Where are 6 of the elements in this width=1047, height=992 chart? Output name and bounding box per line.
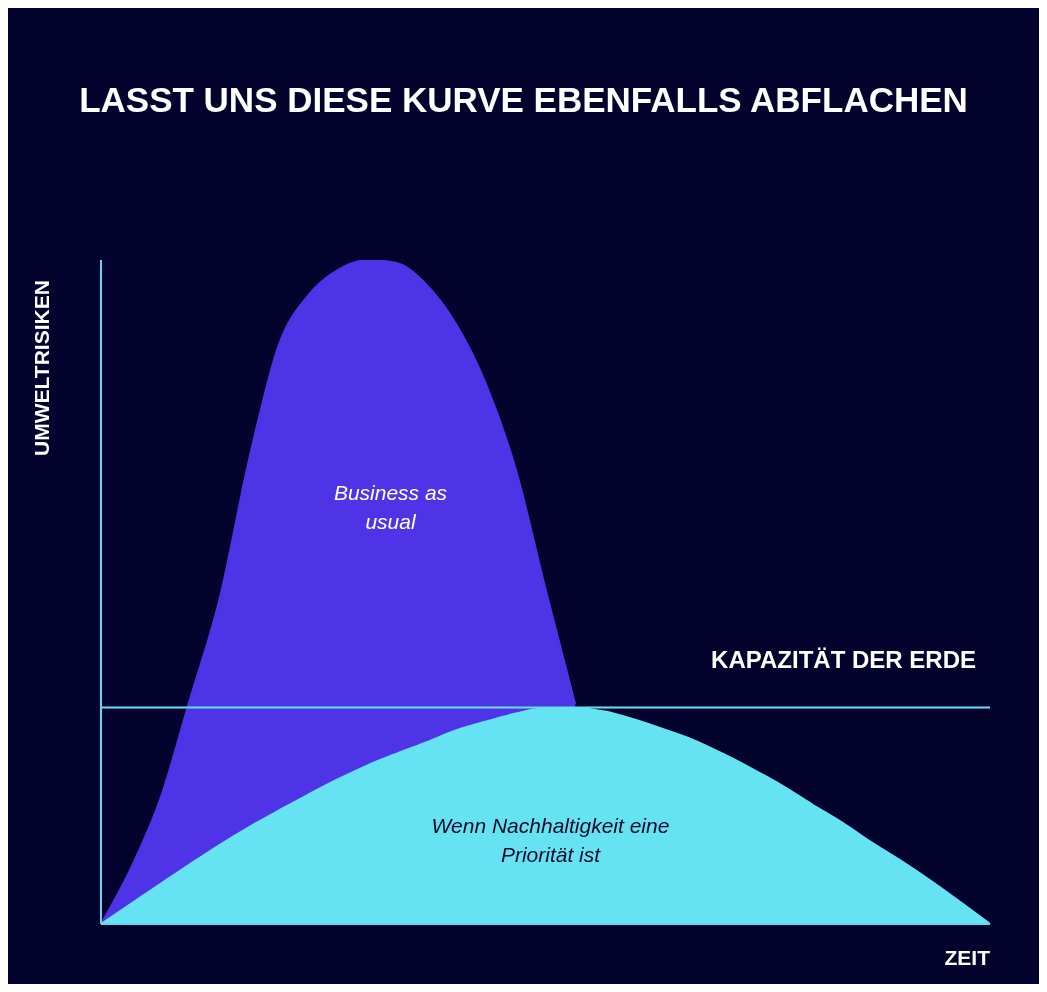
series-label: Wenn Nachhaltigkeit eine Priorität ist: [430, 813, 671, 868]
y-axis-title: UMWELTRISIKEN: [30, 279, 54, 458]
chart-title: LASST UNS DIESE KURVE EBENFALLS ABFLACHEN: [78, 80, 969, 120]
ref-line-label: KAPAZITÄT DER ERDE: [711, 645, 976, 673]
series-label: Business as usual: [332, 480, 449, 535]
x-axis-title: ZEIT: [944, 946, 990, 970]
